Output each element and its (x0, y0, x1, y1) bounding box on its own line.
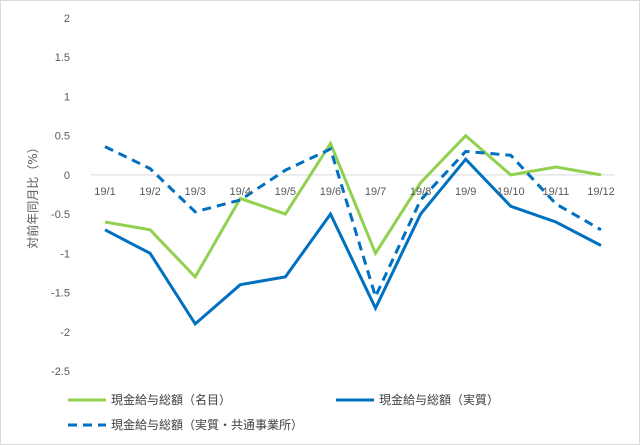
legend-item-1: 現金給与総額（名目） (68, 392, 231, 407)
y-tick-label: -1.5 (51, 288, 70, 300)
legend-item-3: 現金給与総額（実質・共通事業所） (68, 417, 303, 432)
series-1 (104, 133, 602, 280)
x-tick-label: 19/1 (94, 186, 115, 198)
x-tick-label: 19/9 (455, 186, 476, 198)
series-line (104, 145, 602, 301)
x-tick-label: 19/4 (230, 186, 251, 198)
legend: 現金給与総額（名目） 現金給与総額（実質） 現金給与総額（実質・共通事業所） (68, 392, 499, 432)
x-tick-label: 19/3 (184, 186, 205, 198)
legend-label: 現金給与総額（実質・共通事業所） (111, 417, 303, 432)
x-tick-label: 19/12 (587, 186, 615, 198)
y-tick-label: -2.5 (51, 366, 70, 378)
x-tick-label: 19/11 (543, 186, 570, 198)
y-tick-label: 1.5 (55, 52, 70, 64)
series-line (104, 133, 602, 280)
x-tick-label: 19/5 (275, 186, 296, 198)
y-axis-label: 対前年同月比（%） (25, 141, 40, 248)
series-2 (104, 156, 602, 327)
y-axis-ticks: 2 1.5 1 0.5 0 -0.5 -1 -1.5 -2 -2.5 (51, 13, 70, 378)
y-tick-label: -0.5 (51, 209, 70, 221)
x-tick-label: 19/10 (497, 186, 525, 198)
y-tick-label: 0.5 (55, 131, 70, 143)
y-tick-label: 0 (64, 170, 70, 182)
x-tick-label: 19/2 (139, 186, 160, 198)
y-tick-label: 1 (64, 91, 70, 103)
x-tick-label: 19/6 (320, 186, 341, 198)
y-tick-label: -1 (60, 248, 70, 260)
x-tick-label: 19/8 (410, 186, 431, 198)
y-tick-label: 2 (64, 13, 70, 25)
legend-label: 現金給与総額（実質） (379, 392, 499, 407)
y-tick-label: -2 (60, 327, 70, 339)
series-layer (104, 133, 602, 327)
x-axis-ticks: 19/1 19/2 19/3 19/4 19/5 19/6 19/7 19/8 19/9 19/1… (94, 186, 614, 198)
x-tick-label: 19/7 (365, 186, 386, 198)
legend-item-2: 現金給与総額（実質） (336, 392, 499, 407)
legend-label: 現金給与総額（名目） (111, 392, 231, 407)
series-line (104, 156, 602, 327)
series-3 (104, 145, 602, 301)
